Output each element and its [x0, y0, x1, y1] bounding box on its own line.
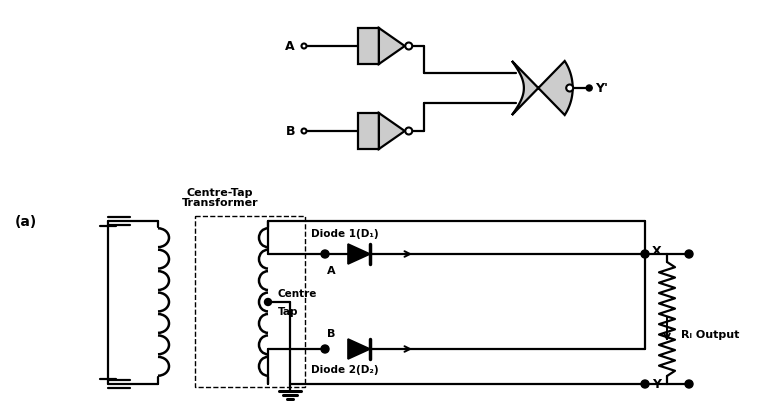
- Text: Y: Y: [652, 378, 661, 391]
- Circle shape: [302, 45, 307, 49]
- Text: X: X: [652, 245, 662, 258]
- Bar: [195, 217, 305, 387]
- Circle shape: [641, 250, 649, 258]
- Text: B: B: [285, 125, 295, 138]
- Circle shape: [302, 129, 307, 134]
- Circle shape: [321, 250, 329, 258]
- Text: Y': Y': [595, 82, 608, 95]
- Text: Diode 2(D₂): Diode 2(D₂): [311, 364, 379, 374]
- Polygon shape: [512, 62, 572, 116]
- Text: Tap: Tap: [278, 306, 299, 316]
- Polygon shape: [348, 244, 370, 264]
- Text: A: A: [285, 41, 295, 53]
- Text: B: B: [327, 328, 336, 338]
- Circle shape: [405, 43, 412, 51]
- Text: Diode 1(D₁): Diode 1(D₁): [311, 229, 379, 239]
- Circle shape: [405, 128, 412, 135]
- Text: Rₗ Output: Rₗ Output: [681, 329, 739, 339]
- Bar: [358, 29, 379, 65]
- Polygon shape: [379, 29, 405, 65]
- Bar: [358, 114, 379, 150]
- Text: Centre-Tap: Centre-Tap: [187, 188, 253, 198]
- Polygon shape: [379, 114, 405, 150]
- Circle shape: [264, 299, 271, 306]
- Circle shape: [685, 250, 693, 258]
- Circle shape: [685, 380, 693, 388]
- Text: Centre: Centre: [278, 288, 318, 298]
- Circle shape: [641, 380, 649, 388]
- Text: Transformer: Transformer: [182, 198, 258, 207]
- Circle shape: [586, 86, 592, 92]
- Circle shape: [321, 345, 329, 353]
- Text: (a): (a): [15, 215, 38, 229]
- Circle shape: [566, 85, 573, 92]
- Polygon shape: [348, 339, 370, 359]
- Text: A: A: [327, 265, 336, 275]
